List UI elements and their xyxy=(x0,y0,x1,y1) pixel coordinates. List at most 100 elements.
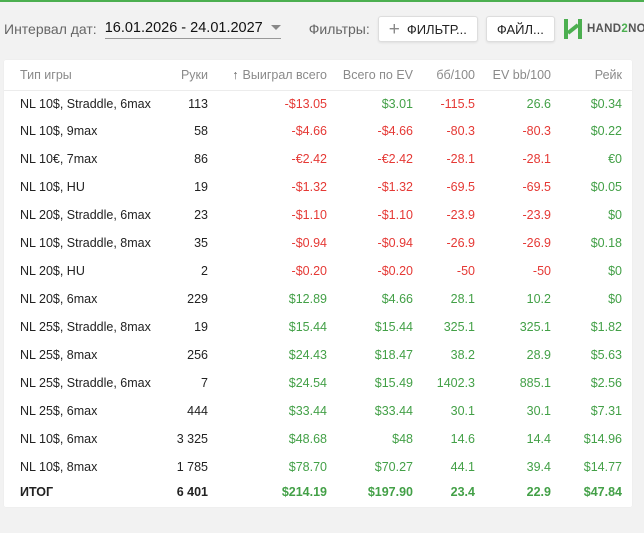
table-row[interactable]: NL 20$, 6max 229 $12.89 $4.66 28.1 10.2 $0 xyxy=(4,285,632,313)
cell-ev-total: $3.01 xyxy=(381,96,413,111)
col-header-won-total-label: Выиграл всего xyxy=(242,67,327,82)
cell-ev-bb100: 10.2 xyxy=(526,292,551,306)
cell-ev-total: $197.90 xyxy=(367,485,413,499)
cell-ev-total: $33.44 xyxy=(374,404,413,418)
table-row[interactable]: NL 10$, Straddle, 6max 113 -$13.05 $3.01 -11… xyxy=(4,90,632,117)
cell-game-type: NL 20$, 6max xyxy=(20,292,98,306)
cell-ev-bb100: 39.4 xyxy=(526,460,551,474)
cell-rake: $47.84 xyxy=(583,485,622,499)
cell-ev-bb100: 26.6 xyxy=(526,96,551,111)
logo-mark-icon xyxy=(563,19,582,39)
cell-bb100: 23.4 xyxy=(450,485,475,499)
cell-ev-bb100: -23.9 xyxy=(522,208,552,222)
cell-ev-total: $48 xyxy=(392,432,413,446)
cell-bb100: 44.1 xyxy=(450,460,475,474)
cell-game-type: NL 20$, Straddle, 6max xyxy=(20,208,151,222)
add-filter-label: ФИЛЬТР... xyxy=(406,21,467,37)
top-accent-line xyxy=(0,0,644,2)
cell-hands: 229 xyxy=(187,292,208,306)
cell-hands: 444 xyxy=(187,404,208,418)
cell-won-total: $48.68 xyxy=(288,432,327,446)
cell-game-type: NL 25$, 8max xyxy=(20,348,98,362)
cell-ev-total: -$1.32 xyxy=(377,180,413,194)
cell-ev-bb100: -28.1 xyxy=(522,152,552,166)
table-row[interactable]: NL 10$, Straddle, 8max 35 -$0.94 -$0.94 -26.… xyxy=(4,229,632,257)
table-row[interactable]: NL 10€, 7max 86 -€2.42 -€2.42 -28.1 -28.1 €0 xyxy=(4,145,632,173)
plus-icon: + xyxy=(388,18,400,40)
cell-ev-total: $18.47 xyxy=(374,348,413,362)
toolbar: Интервал дат: 16.01.2026 - 24.01.2027 Фи… xyxy=(0,2,644,56)
cell-hands: 3 325 xyxy=(176,432,208,446)
col-header-hands[interactable]: Руки xyxy=(164,60,218,91)
cell-hands: 6 401 xyxy=(176,485,208,499)
cell-ev-bb100: -69.5 xyxy=(522,180,552,194)
cell-rake: $0.05 xyxy=(590,180,622,194)
caret-down-icon xyxy=(270,25,281,30)
table-row[interactable]: NL 10$, 8max 1 785 $78.70 $70.27 44.1 39.4 $14… xyxy=(4,453,632,481)
cell-rake: $14.77 xyxy=(583,460,622,474)
table-row[interactable]: NL 10$, HU 19 -$1.32 -$1.32 -69.5 -69.5 $0.05 xyxy=(4,173,632,201)
table-total-row[interactable]: ИТОГ 6 401 $214.19 $197.90 23.4 22.9 $47.84 xyxy=(4,481,632,503)
stats-table: Тип игры Руки ↑ Выиграл всего Всего по EV… xyxy=(4,60,632,503)
table-row[interactable]: NL 25$, Straddle, 8max 19 $15.44 $15.44 325.… xyxy=(4,313,632,341)
cell-ev-total: -$4.66 xyxy=(377,124,413,138)
cell-ev-bb100: 22.9 xyxy=(526,485,551,499)
cell-game-type: NL 10$, Straddle, 6max xyxy=(20,96,151,111)
col-header-game-type[interactable]: Тип игры xyxy=(4,60,164,91)
cell-bb100: 1402.3 xyxy=(436,376,475,390)
cell-game-type: ИТОГ xyxy=(20,485,54,499)
cell-hands: 35 xyxy=(194,236,208,250)
col-header-ev-total[interactable]: Всего по EV xyxy=(337,60,423,91)
cell-bb100: -50 xyxy=(456,264,475,278)
cell-hands: 23 xyxy=(194,208,208,222)
table-row[interactable]: NL 10$, 9max 58 -$4.66 -$4.66 -80.3 -80.3 $0.2… xyxy=(4,117,632,145)
cell-ev-bb100: 885.1 xyxy=(519,376,551,390)
logo-text-two: 2 xyxy=(621,23,629,35)
cell-ev-total: $15.49 xyxy=(374,376,413,390)
logo-text: HAND2NO xyxy=(587,23,644,35)
cell-game-type: NL 10€, 7max xyxy=(20,152,98,166)
cell-bb100: -23.9 xyxy=(446,208,476,222)
cell-won-total: $33.44 xyxy=(288,404,327,418)
table-header-row: Тип игры Руки ↑ Выиграл всего Всего по EV… xyxy=(4,60,632,91)
cell-game-type: NL 25$, Straddle, 8max xyxy=(20,320,151,334)
file-button[interactable]: ФАЙЛ... xyxy=(485,16,555,42)
cell-ev-total: $15.44 xyxy=(374,320,413,334)
table-row[interactable]: NL 20$, HU 2 -$0.20 -$0.20 -50 -50 $0 xyxy=(4,257,632,285)
cell-won-total: -€2.42 xyxy=(291,152,327,166)
arrow-up-icon: ↑ xyxy=(232,67,239,82)
stats-table-card: Тип игры Руки ↑ Выиграл всего Всего по EV… xyxy=(4,60,632,507)
table-row[interactable]: NL 20$, Straddle, 6max 23 -$1.10 -$1.10 -23.… xyxy=(4,201,632,229)
table-row[interactable]: NL 25$, Straddle, 6max 7 $24.54 $15.49 1402.… xyxy=(4,369,632,397)
logo-text-hand: HAND xyxy=(586,23,622,35)
cell-ev-bb100: 14.4 xyxy=(526,432,551,446)
cell-rake: $5.63 xyxy=(590,348,622,362)
table-row[interactable]: NL 25$, 8max 256 $24.43 $18.47 38.2 28.9 $5.63 xyxy=(4,341,632,369)
cell-game-type: NL 10$, 6max xyxy=(20,432,98,446)
col-header-ev-bb100[interactable]: EV bb/100 xyxy=(485,60,561,91)
cell-ev-bb100: 325.1 xyxy=(519,320,551,334)
col-header-bb100[interactable]: бб/100 xyxy=(423,60,485,91)
col-header-rake[interactable]: Рейк xyxy=(561,60,632,91)
cell-bb100: 14.6 xyxy=(450,432,475,446)
cell-bb100: 28.1 xyxy=(450,292,475,306)
add-filter-button[interactable]: + ФИЛЬТР... xyxy=(377,16,478,42)
cell-rake: $0 xyxy=(608,292,622,306)
cell-game-type: NL 20$, HU xyxy=(20,264,85,278)
table-row[interactable]: NL 25$, 6max 444 $33.44 $33.44 30.1 30.1 $7.31 xyxy=(4,397,632,425)
cell-won-total: $78.70 xyxy=(288,460,327,474)
filters-label: Фильтры: xyxy=(308,21,370,37)
cell-game-type: NL 10$, 9max xyxy=(20,124,98,138)
date-range-label: Интервал дат: xyxy=(4,21,97,37)
cell-ev-bb100: 30.1 xyxy=(526,404,551,418)
cell-ev-total: -€2.42 xyxy=(377,152,413,166)
cell-ev-total: $70.27 xyxy=(374,460,413,474)
cell-rake: $0.22 xyxy=(590,124,622,138)
cell-bb100: -28.1 xyxy=(446,152,476,166)
date-range-select[interactable]: 16.01.2026 - 24.01.2027 xyxy=(104,20,281,39)
cell-rake: $0.34 xyxy=(590,96,622,111)
cell-hands: 19 xyxy=(194,320,208,334)
col-header-won-total[interactable]: ↑ Выиграл всего xyxy=(218,60,337,91)
cell-hands: 1 785 xyxy=(176,460,208,474)
table-row[interactable]: NL 10$, 6max 3 325 $48.68 $48 14.6 14.4 $14.96 xyxy=(4,425,632,453)
